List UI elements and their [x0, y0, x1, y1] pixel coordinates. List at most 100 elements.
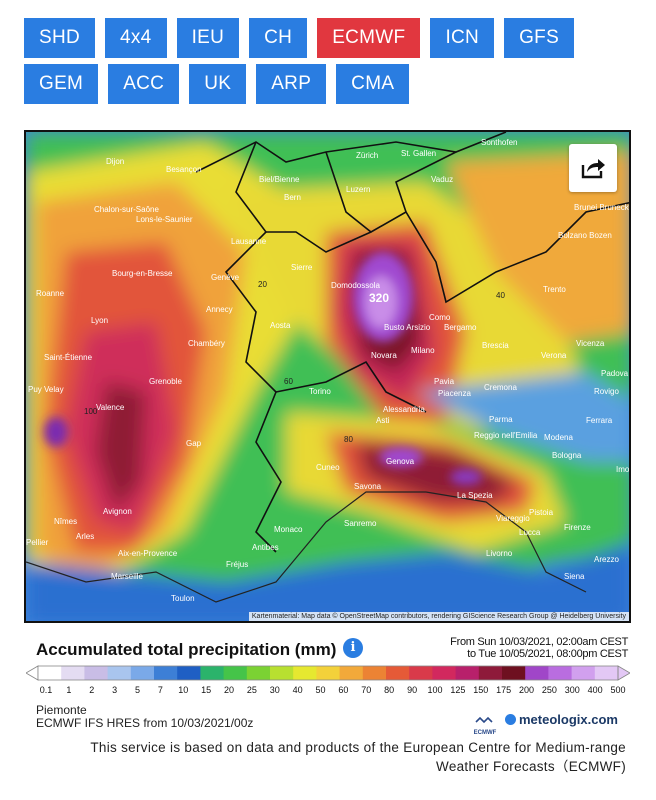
colorbar-segment: [339, 666, 364, 680]
city-label: Ferrara: [586, 416, 613, 425]
precipitation-colorbar: [26, 665, 630, 681]
city-label: Gap: [186, 439, 202, 448]
city-label: Parma: [489, 415, 513, 424]
period-start: From Sun 10/03/2021, 02:00am CEST: [450, 636, 628, 648]
model-button-arp[interactable]: ARP: [256, 64, 327, 104]
city-label: Sonthofen: [481, 138, 517, 147]
colorbar-tick-label: 40: [292, 685, 303, 695]
city-label: Lons-le-Saunier: [136, 215, 193, 224]
city-label: Grenoble: [149, 377, 182, 386]
max-value-label: 320: [369, 291, 389, 305]
colorbar-tick-label: 5: [135, 685, 141, 695]
model-button-ch[interactable]: CH: [249, 18, 308, 58]
city-label: Bolzano Bozen: [558, 231, 612, 240]
colorbar-tick-label: 25: [246, 685, 257, 695]
colorbar-tick-label: 150: [473, 685, 489, 695]
colorbar-tick-label: 100: [427, 685, 443, 695]
colorbar-tick-label: 0.1: [39, 685, 53, 695]
city-label: Roanne: [36, 289, 65, 298]
city-label: Busto Arsizio: [384, 323, 431, 332]
colorbar-segment: [293, 666, 317, 680]
city-label: Arles: [76, 532, 94, 541]
colorbar-segment: [571, 666, 596, 680]
share-button[interactable]: [569, 144, 617, 192]
city-label: Brescia: [482, 341, 509, 350]
colorbar-tick-label: 70: [361, 685, 372, 695]
colorbar-tick-label: 500: [610, 685, 626, 695]
city-label: Como: [429, 313, 451, 322]
colorbar-segment: [38, 666, 62, 680]
city-label: Bern: [284, 193, 301, 202]
colorbar-segment: [200, 666, 225, 680]
city-label: Pistoia: [529, 508, 554, 517]
colorbar-segment: [316, 666, 341, 680]
model-button-acc[interactable]: ACC: [108, 64, 180, 104]
map-canvas: 320 40 60 80 100 20 Sonthofen Dijon Besanç…: [26, 132, 631, 621]
city-label: Lucca: [519, 528, 541, 537]
colorbar-tick-label: 10: [178, 685, 189, 695]
city-label: Vicenza: [576, 339, 605, 348]
city-label: Padova: [601, 369, 629, 378]
ecmwf-logo[interactable]: ECMWF: [470, 712, 500, 736]
colorbar-tick-label: 3: [112, 685, 118, 695]
city-label: Livorno: [486, 549, 513, 558]
colorbar-tick-label: 80: [384, 685, 395, 695]
city-label: Reggio nell'Emilia: [474, 431, 538, 440]
city-label: Saint-Étienne: [44, 353, 93, 362]
precipitation-map[interactable]: 320 40 60 80 100 20 Sonthofen Dijon Besanç…: [24, 130, 631, 623]
city-label: Dijon: [106, 157, 124, 166]
meteologix-logo[interactable]: meteologix.com: [505, 712, 618, 727]
model-button-uk[interactable]: UK: [189, 64, 247, 104]
city-label: Lausanne: [231, 237, 267, 246]
city-label: Brunei Bruneck: [574, 203, 630, 212]
colorbar-outline: [37, 665, 619, 681]
colorbar-segment: [246, 666, 271, 680]
model-button-ecmwf[interactable]: ECMWF: [317, 18, 421, 58]
colorbar-segment: [84, 666, 109, 680]
colorbar-max-arrow: [617, 665, 630, 681]
city-label: Aosta: [270, 321, 291, 330]
colorbar-segment: [386, 666, 410, 680]
city-label: Sanremo: [344, 519, 377, 528]
contour-label: 40: [496, 291, 505, 300]
model-button-4x4[interactable]: 4x4: [105, 18, 167, 58]
model-button-shd[interactable]: SHD: [24, 18, 96, 58]
city-label: Pavia: [434, 377, 455, 386]
colorbar-tick-label: 400: [587, 685, 603, 695]
city-label: Milano: [411, 346, 435, 355]
model-button-gfs[interactable]: GFS: [504, 18, 575, 58]
city-label: Aix-en-Provence: [118, 549, 178, 558]
model-button-gem[interactable]: GEM: [24, 64, 99, 104]
city-label: Verona: [541, 351, 567, 360]
globe-icon: [505, 714, 516, 725]
city-label: Rovigo: [594, 387, 619, 396]
city-label: Besançon: [166, 165, 202, 174]
city-label: Nîmes: [54, 517, 77, 526]
contour-label: 80: [344, 435, 353, 444]
city-label: Valence: [96, 403, 125, 412]
colorbar-segment: [432, 666, 457, 680]
colorbar-tick-label: 125: [450, 685, 466, 695]
colorbar-segment: [502, 666, 526, 680]
info-icon[interactable]: i: [343, 638, 363, 658]
city-label: Biel/Bienne: [259, 175, 300, 184]
model-button-icn[interactable]: ICN: [430, 18, 495, 58]
model-button-cma[interactable]: CMA: [336, 64, 410, 104]
model-run: ECMWF IFS HRES from 10/03/2021/00z: [36, 716, 254, 730]
colorbar-tick-label: 250: [541, 685, 557, 695]
colorbar-segment: [525, 666, 549, 680]
colorbar-segment: [270, 666, 294, 680]
region-name: Piemonte: [36, 703, 87, 717]
city-label: Sierre: [291, 263, 313, 272]
city-label: Chambéry: [188, 339, 225, 348]
map-attribution[interactable]: Kartenmaterial: Map data © OpenStreetMap…: [248, 612, 629, 621]
city-label: Asti: [376, 416, 390, 425]
ecmwf-logo-text: ECMWF: [473, 730, 497, 736]
city-label: Imola: [616, 465, 631, 474]
city-label: Genova: [386, 457, 415, 466]
model-button-ieu[interactable]: IEU: [176, 18, 240, 58]
city-label: Viareggio: [496, 514, 530, 523]
colorbar-tick-label: 1: [66, 685, 72, 695]
city-label: Zürich: [356, 151, 378, 160]
city-label: Pellier: [26, 538, 49, 547]
